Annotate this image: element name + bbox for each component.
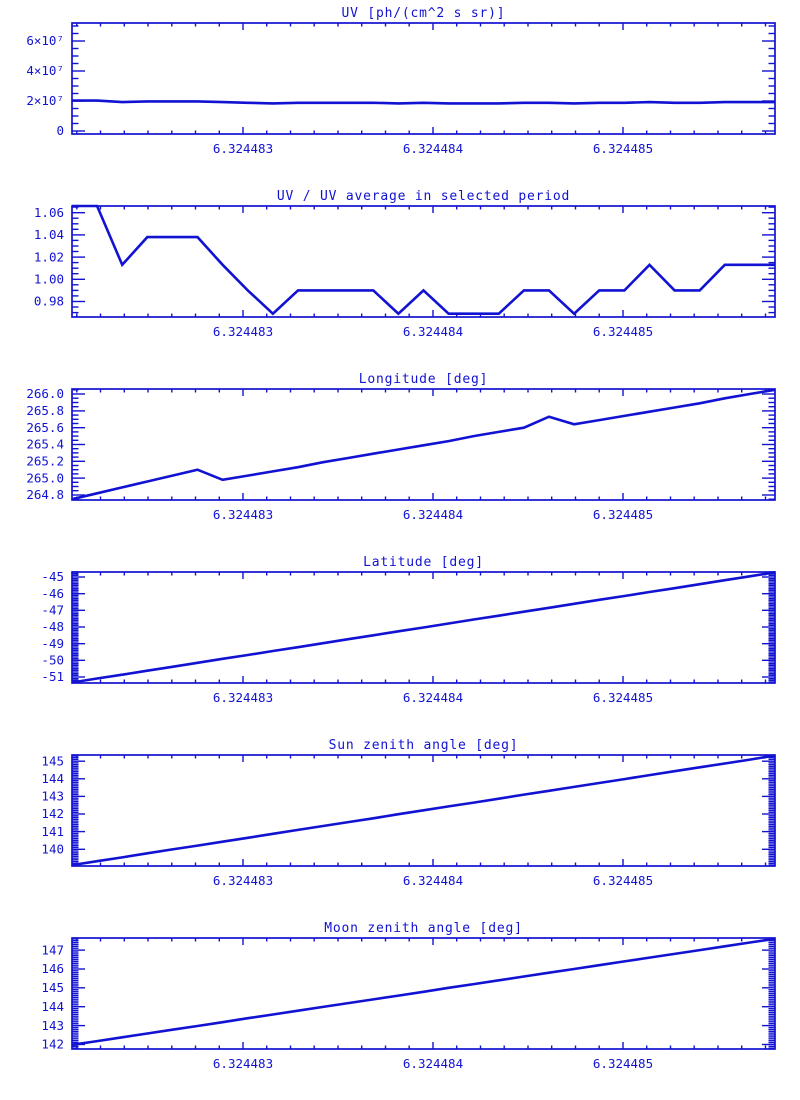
chart-title: UV [ph/(cm^2 s sr)]: [342, 6, 506, 21]
x-tick-label: 6.324485: [593, 873, 653, 888]
x-tick-label: 6.324485: [593, 507, 653, 522]
plot-frame: [71, 205, 776, 318]
y-tick-label: 145: [41, 980, 64, 995]
chart-longitude: Longitude [deg] 6.324483 6.324484 6.324485 2…: [0, 366, 800, 549]
y-tick-label: -47: [41, 603, 64, 618]
y-tick-label: -50: [41, 653, 64, 668]
y-tick-label: 266.0: [26, 386, 64, 401]
latitude-plot: Latitude [deg] 6.324483 6.324484 6.324485 -5…: [41, 555, 776, 705]
data-line: [71, 937, 776, 1047]
longitude-plot: Longitude [deg] 6.324483 6.324484 6.324485 2…: [26, 372, 776, 522]
y-tick-label: -49: [41, 636, 64, 651]
chart-title: Sun zenith angle [deg]: [329, 738, 519, 753]
y-tick-label: 146: [41, 961, 64, 976]
y-tick-label: 0.98: [34, 294, 64, 309]
chart-title: Latitude [deg]: [363, 555, 484, 570]
chart-uv: UV [ph/(cm^2 s sr)] 6.324483 6.324484 6.324…: [0, 0, 800, 183]
chart-title: Longitude [deg]: [359, 372, 488, 387]
y-tick-label: 265.2: [26, 454, 64, 469]
y-tick-label: 142: [41, 1037, 64, 1052]
x-tick-label: 6.324484: [403, 507, 463, 522]
uv-ratio-plot: UV / UV average in selected period 6.3244…: [34, 189, 776, 339]
chart-sun-zenith: Sun zenith angle [deg] 6.324483 6.324484 6.…: [0, 732, 800, 915]
x-tick-label: 6.324485: [593, 1056, 653, 1071]
data-line: [72, 99, 775, 105]
chart-uv-ratio: UV / UV average in selected period 6.3244…: [0, 183, 800, 366]
x-tick-label: 6.324483: [213, 324, 273, 339]
x-tick-label: 6.324485: [593, 141, 653, 156]
y-tick-label: 140: [41, 842, 64, 857]
y-tick-label: 143: [41, 789, 64, 804]
plot-frame: [71, 22, 776, 135]
x-tick-label: 6.324483: [213, 873, 273, 888]
y-tick-label: -46: [41, 586, 64, 601]
y-tick-label: 1.02: [34, 249, 64, 264]
x-tick-label: 6.324484: [403, 690, 463, 705]
data-line: [72, 204, 775, 316]
sun-zenith-plot: Sun zenith angle [deg] 6.324483 6.324484 6.…: [41, 738, 776, 888]
x-tick-label: 6.324484: [403, 873, 463, 888]
x-tick-label: 6.324483: [213, 141, 273, 156]
x-tick-label: 6.324483: [213, 507, 273, 522]
chart-title: Moon zenith angle [deg]: [324, 921, 522, 936]
y-tick-label: 4×10⁷: [26, 63, 64, 78]
y-tick-label: 265.8: [26, 403, 64, 418]
x-tick-label: 6.324485: [593, 324, 653, 339]
y-tick-label: 2×10⁷: [26, 93, 64, 108]
chart-moon-zenith: Moon zenith angle [deg] 6.324483 6.324484 6…: [0, 915, 800, 1098]
x-tick-label: 6.324483: [213, 690, 273, 705]
y-tick-label: 0: [56, 123, 64, 138]
y-tick-label: 6×10⁷: [26, 33, 64, 48]
y-tick-label: 265.6: [26, 420, 64, 435]
y-tick-label: 142: [41, 806, 64, 821]
y-tick-label: 1.06: [34, 205, 64, 220]
y-tick-label: 143: [41, 1018, 64, 1033]
data-line: [71, 571, 776, 684]
x-tick-label: 6.324484: [403, 1056, 463, 1071]
x-tick-label: 6.324484: [403, 324, 463, 339]
data-line: [71, 754, 776, 867]
y-tick-label: 147: [41, 942, 64, 957]
moon-zenith-plot: Moon zenith angle [deg] 6.324483 6.324484 6…: [41, 921, 776, 1071]
y-tick-label: 1.00: [34, 272, 64, 287]
y-tick-label: -51: [41, 669, 64, 684]
x-tick-label: 6.324484: [403, 141, 463, 156]
chart-title: UV / UV average in selected period: [277, 189, 570, 204]
y-tick-label: -48: [41, 619, 64, 634]
y-tick-label: 265.4: [26, 437, 64, 452]
y-tick-label: 264.8: [26, 487, 64, 502]
x-tick-label: 6.324485: [593, 690, 653, 705]
uv-plot: UV [ph/(cm^2 s sr)] 6.324483 6.324484 6.324…: [26, 6, 776, 156]
y-tick-label: -45: [41, 569, 64, 584]
chart-latitude: Latitude [deg] 6.324483 6.324484 6.324485 -5…: [0, 549, 800, 732]
y-tick-label: 144: [41, 999, 64, 1014]
y-tick-label: 141: [41, 824, 64, 839]
y-tick-label: 145: [41, 753, 64, 768]
y-tick-label: 144: [41, 771, 64, 786]
y-tick-label: 265.0: [26, 470, 64, 485]
data-line: [71, 388, 776, 501]
y-tick-label: 1.04: [34, 227, 64, 242]
x-tick-label: 6.324483: [213, 1056, 273, 1071]
